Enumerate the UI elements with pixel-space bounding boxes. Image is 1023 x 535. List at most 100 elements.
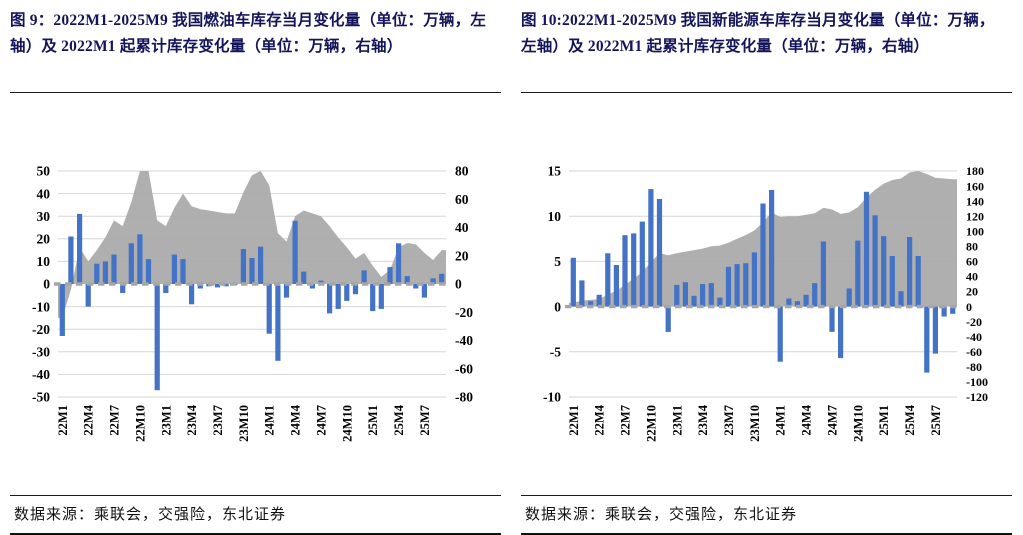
right-axis-tick: 180 — [966, 164, 984, 178]
x-axis-tick: 22M7 — [108, 405, 122, 436]
bar — [743, 263, 749, 307]
right-axis-tick: -100 — [966, 375, 988, 389]
right-axis-tick: 60 — [966, 255, 978, 269]
bar — [950, 306, 956, 314]
bar — [898, 291, 904, 307]
bar — [283, 284, 290, 298]
left-axis-tick: 0 — [554, 299, 561, 314]
x-axis-tick: 23M10 — [237, 405, 251, 442]
bar — [378, 284, 384, 309]
bar — [941, 306, 947, 317]
x-axis-tick: 24M10 — [851, 405, 865, 442]
bar — [803, 294, 809, 307]
right-axis-tick: 120 — [966, 209, 984, 223]
left-axis-tick: -10 — [32, 299, 50, 314]
figure-9-source: 数据来源：乘联会，交强险，东北证券 — [10, 495, 501, 535]
figure-10-chart: 151050-5-10180160140120100806040200-20-4… — [543, 164, 988, 442]
left-axis-tick: 5 — [554, 254, 561, 269]
x-axis-tick: 24M10 — [340, 405, 354, 442]
bar — [163, 284, 169, 293]
right-axis-tick: -40 — [966, 330, 982, 344]
x-axis-tick: 24M7 — [315, 405, 329, 436]
bar — [421, 284, 427, 298]
figure-10-title: 图 10:2022M1-2025M9 我国新能源车库存当月变化量（单位：万辆，左… — [521, 12, 995, 55]
figure-10: 图 10:2022M1-2025M9 我国新能源车库存当月变化量（单位：万辆，左… — [511, 0, 1022, 535]
bar — [812, 283, 818, 307]
x-axis-tick: 25M7 — [418, 405, 432, 436]
x-axis-tick: 24M4 — [289, 404, 303, 435]
right-axis-tick: -80 — [966, 360, 982, 374]
bar — [777, 306, 783, 362]
right-axis-tick: 40 — [966, 270, 978, 284]
bar — [846, 288, 852, 307]
x-axis-tick: 23M7 — [722, 405, 736, 436]
x-axis-tick: 24M7 — [826, 405, 840, 436]
left-axis-tick: 20 — [37, 232, 51, 247]
right-axis-tick: -60 — [455, 362, 473, 377]
bar — [907, 237, 913, 307]
left-axis-tick: -20 — [32, 322, 50, 337]
right-axis-tick: 20 — [455, 249, 469, 264]
bar — [760, 203, 766, 307]
bar — [85, 284, 91, 307]
right-axis-tick: 100 — [966, 225, 984, 239]
bar — [59, 284, 65, 336]
x-axis-tick: 23M1 — [670, 405, 684, 436]
bar — [171, 254, 177, 284]
right-axis-tick: -40 — [455, 333, 473, 348]
bar — [318, 280, 324, 284]
bar — [708, 283, 714, 307]
bar — [111, 254, 117, 284]
right-axis-tick: -20 — [455, 305, 473, 320]
left-axis-tick: -40 — [32, 367, 50, 382]
bar — [725, 266, 732, 307]
bar — [301, 271, 307, 284]
bar — [240, 249, 246, 284]
bar — [292, 220, 298, 284]
x-axis-tick: 24M1 — [774, 405, 788, 436]
bar — [820, 241, 826, 307]
bar — [855, 240, 861, 307]
bar — [214, 284, 221, 288]
bar — [387, 267, 393, 284]
right-axis-tick: 140 — [966, 194, 984, 208]
left-axis-tick: 30 — [37, 209, 51, 224]
bar — [327, 284, 333, 314]
bar — [258, 246, 264, 284]
x-axis-tick: 25M4 — [903, 404, 917, 435]
x-axis-tick: 22M10 — [644, 405, 658, 442]
bar — [863, 191, 870, 307]
bar — [751, 252, 757, 307]
bar — [656, 199, 663, 307]
bar — [309, 284, 315, 289]
figure-10-title-rule — [521, 92, 1012, 93]
left-axis-tick: 15 — [548, 164, 562, 179]
bar — [665, 306, 671, 332]
bar — [872, 215, 878, 307]
x-axis-tick: 22M4 — [593, 404, 607, 435]
x-axis-tick: 22M1 — [567, 405, 581, 436]
bar — [180, 259, 186, 284]
bar — [352, 284, 359, 295]
right-axis-tick: 160 — [966, 179, 984, 193]
left-axis-tick: 0 — [43, 277, 50, 292]
bar — [439, 273, 445, 284]
bar — [137, 234, 143, 284]
left-axis-tick: -30 — [32, 345, 50, 360]
bar — [335, 284, 341, 309]
bar — [829, 306, 835, 332]
right-axis-tick: 80 — [455, 164, 469, 179]
bar — [223, 284, 229, 287]
bar — [77, 213, 83, 284]
bar — [596, 294, 602, 307]
bar — [717, 297, 723, 307]
bar — [361, 270, 367, 284]
x-axis-tick: 25M1 — [366, 405, 380, 436]
bar — [579, 280, 585, 307]
bar — [570, 257, 576, 307]
bar — [639, 221, 645, 307]
figure-9-title: 图 9：2022M1-2025M9 我国燃油车库存当月变化量（单位：万辆，左轴）… — [10, 12, 487, 55]
figure-10-plot: 151050-5-10180160140120100806040200-20-4… — [543, 164, 988, 442]
x-axis-tick: 23M4 — [185, 404, 199, 435]
bar — [674, 284, 680, 307]
